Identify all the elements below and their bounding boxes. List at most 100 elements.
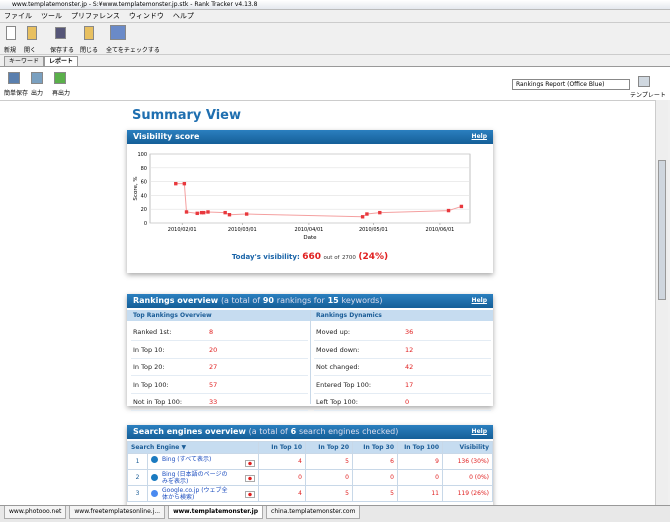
column-header[interactable]: In Top 30 xyxy=(352,441,398,454)
project-tab[interactable]: www.templatemonster.jp xyxy=(168,506,264,519)
menu-item[interactable]: プリファレンス xyxy=(71,12,120,20)
report-tool[interactable]: 再出力 xyxy=(52,90,71,97)
column-header[interactable]: Visibility xyxy=(442,441,493,454)
row-divider xyxy=(131,340,308,341)
engines-table: Search Engine ▼ In Top 10 In Top 20 In Top … xyxy=(127,441,493,502)
row-divider xyxy=(314,375,491,376)
data-point xyxy=(365,212,369,216)
engine-name: Google.co.jp (ウェブ全体から検索) xyxy=(147,485,259,502)
row-label: Moved up: xyxy=(316,328,351,336)
title-bar: www.templatemonster.jp - S:¥www.template… xyxy=(0,0,670,10)
quick-save-icon xyxy=(8,72,20,84)
engine-icon xyxy=(151,456,158,463)
help-link[interactable]: Help xyxy=(471,428,487,435)
tab[interactable]: キーワード xyxy=(4,56,45,66)
column-header[interactable]: In Top 10 xyxy=(258,441,306,454)
cell: 5 xyxy=(352,485,398,502)
toolbar-button[interactable]: 開く xyxy=(24,47,37,54)
cell: 0 xyxy=(397,469,443,486)
cell: 0 xyxy=(305,469,353,486)
cell: 119 (26%) xyxy=(442,485,493,502)
summary-text: (a total of xyxy=(220,296,261,305)
row-value: 12 xyxy=(405,345,414,354)
row-value: 20 xyxy=(209,345,218,354)
report-toolbar: Rankings Report (Office Blue) テンプレート 簡単保… xyxy=(0,66,670,100)
project-tab[interactable]: www.freetemplatesonline.j... xyxy=(69,506,166,519)
panel-title: Visibility score xyxy=(133,132,200,141)
row-divider xyxy=(314,410,491,411)
data-point xyxy=(459,204,464,209)
row-value: 57 xyxy=(209,380,218,389)
cell: 9 xyxy=(397,453,443,470)
row-label: Moved down: xyxy=(316,345,360,354)
column-header[interactable]: Search Engine ▼ xyxy=(127,441,259,454)
project-tab[interactable]: www.photooo.net xyxy=(4,506,67,519)
row-value: 17 xyxy=(405,380,414,389)
data-point xyxy=(206,210,210,214)
menu-item[interactable]: ツール xyxy=(41,12,62,20)
row-divider xyxy=(131,357,308,359)
row-label: Not changed: xyxy=(316,363,360,371)
report-tool[interactable]: 簡単保存 xyxy=(4,90,29,97)
data-point xyxy=(182,181,187,186)
toolbar-button[interactable]: 全てをチェックする xyxy=(106,47,160,54)
y-tick-label: 0 xyxy=(144,221,147,227)
engine-link[interactable]: Google.co.jp (ウェブ全体から検索) xyxy=(162,486,228,501)
cell: 136 (30%) xyxy=(442,453,493,470)
new-icon xyxy=(6,26,16,40)
engine-name: Bing (日本語のページのみを表示) xyxy=(147,469,259,486)
project-tabs: www.photooo.net www.freetemplatesonline.j… xyxy=(0,505,670,522)
data-point xyxy=(244,212,249,216)
engines-panel: Search engines overview (a total of 6 se… xyxy=(127,425,493,505)
data-point xyxy=(227,213,232,217)
summary-number: 90 xyxy=(262,296,274,305)
template-button[interactable]: テンプレート xyxy=(630,92,666,99)
help-link[interactable]: Help xyxy=(471,133,487,140)
out-of-text: out of xyxy=(323,255,340,261)
menu-item[interactable]: ファイル xyxy=(4,12,32,20)
summary-text: (a total of xyxy=(248,427,288,436)
engine-link[interactable]: Bing (すべて表示) xyxy=(162,456,212,463)
toolbar-button[interactable]: 閉じる xyxy=(80,47,99,54)
row-label: Ranked 1st: xyxy=(133,328,172,336)
report-tool[interactable]: 出力 xyxy=(31,90,44,97)
today-score: 660 xyxy=(302,252,321,262)
today-visibility: Today's visibility: 660 out of 2700 (24%… xyxy=(232,252,388,262)
engine-icon xyxy=(151,490,158,497)
menu-item[interactable]: ウィンドウ xyxy=(128,12,164,20)
menu-bar: ファイル ツール プリファレンス ウィンドウ ヘルプ xyxy=(0,10,670,22)
toolbar: 新規 開く 保存する 閉じる 全てをチェックする xyxy=(0,22,670,55)
cell: 11 xyxy=(397,485,443,502)
row-label: Not in Top 100: xyxy=(133,398,183,406)
toolbar-button[interactable]: 保存する xyxy=(50,47,75,54)
summary-text: keywords) xyxy=(341,296,383,305)
summary-text: search engines checked) xyxy=(298,427,399,436)
cell: 5 xyxy=(305,453,353,470)
menu-item[interactable]: ヘルプ xyxy=(172,12,194,20)
today-label: Today's visibility: xyxy=(232,253,300,261)
help-link[interactable]: Help xyxy=(471,297,487,304)
toolbar-button[interactable]: 新規 xyxy=(4,47,17,54)
data-point xyxy=(195,211,199,216)
cell: 5 xyxy=(305,485,353,502)
row-divider xyxy=(131,392,308,394)
engine-row: 1 Bing (すべて表示) 4 5 6 9 136 (30%) xyxy=(127,453,493,470)
engine-link[interactable]: Bing (日本語のページのみを表示) xyxy=(162,470,228,485)
tab[interactable]: レポート xyxy=(44,56,79,66)
row-value: 27 xyxy=(209,363,218,371)
x-axis-label: Date xyxy=(303,235,317,241)
template-select[interactable]: Rankings Report (Office Blue) xyxy=(512,79,630,90)
engine-row: 2 Bing (日本語のページのみを表示) 0 0 0 0 0 (0%) xyxy=(127,469,493,486)
scrollbar[interactable] xyxy=(655,100,668,505)
column-header[interactable]: In Top 20 xyxy=(305,441,353,454)
visibility-chart: 0 20 40 60 80 100 2010/02/01 2010/03/01 2010/04/… xyxy=(133,152,471,262)
x-tick-label: 2010/02/01 xyxy=(168,227,197,233)
row-divider xyxy=(314,392,491,394)
project-tab[interactable]: china.templatemonster.com xyxy=(266,506,361,519)
column-header[interactable]: In Top 100 xyxy=(397,441,443,454)
cell: 0 xyxy=(258,469,306,486)
cell: 4 xyxy=(258,453,306,470)
reexport-icon xyxy=(54,72,66,84)
today-percent: (24%) xyxy=(358,252,388,262)
